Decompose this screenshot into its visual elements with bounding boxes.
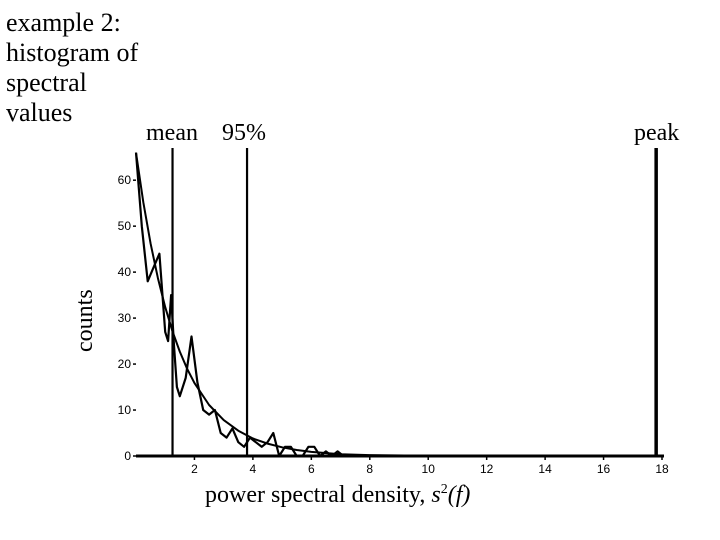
title-line: values <box>6 98 73 127</box>
x-tick-label: 12 <box>480 462 494 476</box>
x-axis-label-prefix: power spectral density, <box>205 482 432 508</box>
y-tick-label: 50 <box>118 219 132 233</box>
marker-label: 95% <box>222 120 266 146</box>
series-line-histogram <box>134 152 345 458</box>
x-axis-label-symbol: s <box>431 482 441 508</box>
y-tick-label: 40 <box>118 265 132 279</box>
title-line: histogram of <box>6 38 139 67</box>
x-axis-label-suffix: (f) <box>447 482 471 508</box>
y-tick-label: 60 <box>118 173 132 187</box>
y-axis-label: counts <box>72 289 98 352</box>
title-line: example 2: <box>6 8 121 37</box>
series-line-fit <box>135 152 662 457</box>
x-tick-label: 18 <box>655 462 669 476</box>
figure-title: example 2: histogram of spectral values <box>6 8 176 128</box>
x-tick-label: 8 <box>366 462 373 476</box>
x-tick-label: 4 <box>250 462 257 476</box>
y-tick-label: 20 <box>118 357 132 371</box>
marker-label: peak <box>634 120 679 146</box>
x-tick-label: 16 <box>597 462 611 476</box>
y-tick-label: 0 <box>124 449 131 463</box>
x-tick-label: 10 <box>422 462 436 476</box>
x-tick-label: 2 <box>191 462 198 476</box>
title-line: spectral <box>6 68 87 97</box>
marker-label: mean <box>146 120 198 146</box>
x-axis-label-exponent: 2 <box>440 482 448 497</box>
x-tick-label: 6 <box>308 462 315 476</box>
x-axis-label: power spectral density, s2(f) <box>205 482 470 509</box>
x-tick-label: 14 <box>538 462 552 476</box>
y-tick-label: 30 <box>118 311 132 325</box>
y-tick-label: 10 <box>118 403 132 417</box>
